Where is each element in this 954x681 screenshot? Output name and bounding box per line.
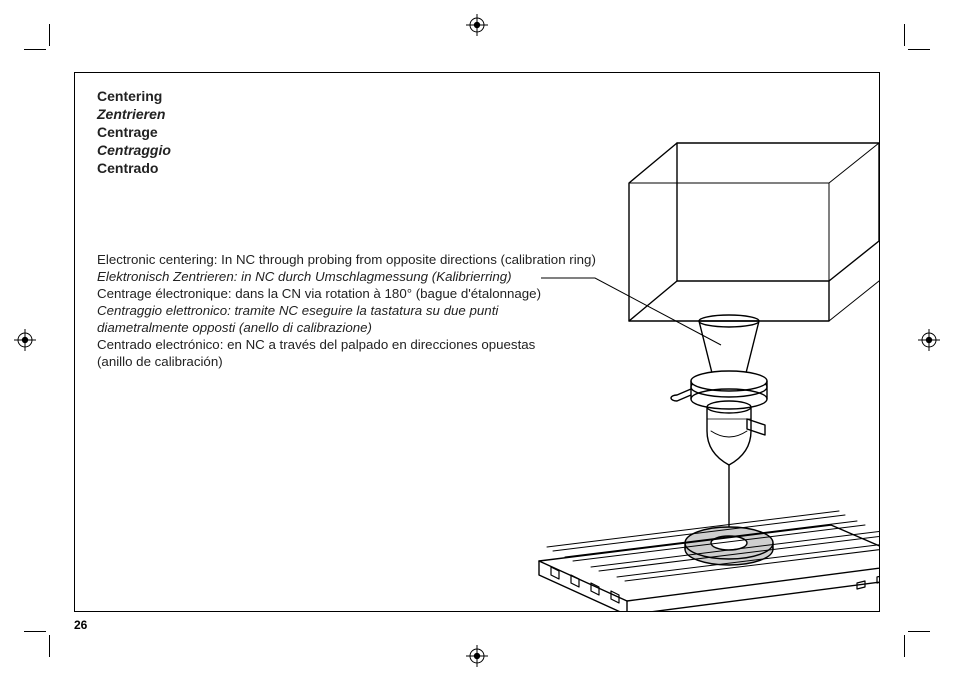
heading-en: Centering xyxy=(97,87,171,105)
heading-fr: Centrage xyxy=(97,123,171,141)
heading-de: Zentrieren xyxy=(97,105,171,123)
crop-mark xyxy=(24,49,46,50)
heading-block: Centering Zentrieren Centrage Centraggio… xyxy=(97,87,171,177)
crop-mark xyxy=(904,635,905,657)
page-frame: Centering Zentrieren Centrage Centraggio… xyxy=(74,72,880,612)
crop-mark xyxy=(24,631,46,632)
crop-mark xyxy=(904,24,905,46)
registration-mark-icon xyxy=(466,14,488,36)
registration-mark-icon xyxy=(918,329,940,351)
crop-mark xyxy=(49,24,50,46)
heading-it: Centraggio xyxy=(97,141,171,159)
crop-mark xyxy=(908,49,930,50)
crop-mark xyxy=(908,631,930,632)
registration-mark-icon xyxy=(466,645,488,667)
registration-mark-icon xyxy=(14,329,36,351)
crop-mark xyxy=(49,635,50,657)
illustration-probe xyxy=(499,131,879,611)
heading-es: Centrado xyxy=(97,159,171,177)
page-number: 26 xyxy=(74,618,87,632)
